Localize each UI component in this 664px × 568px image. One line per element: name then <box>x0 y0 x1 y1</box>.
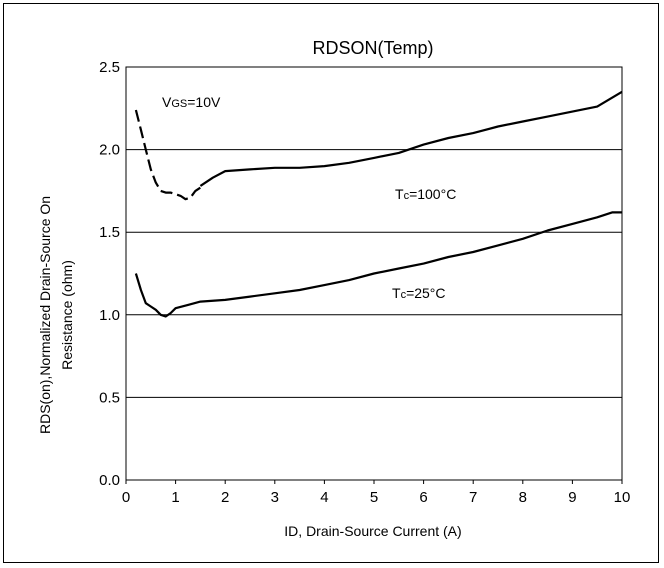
x-tick-label: 2 <box>221 489 229 506</box>
x-tick-label: 8 <box>519 489 527 506</box>
x-tick-label: 0 <box>122 489 130 506</box>
tc25-value: =25°C <box>406 285 445 301</box>
x-axis-title: ID, Drain-Source Current (A) <box>284 523 461 539</box>
vgs-value: =10V <box>187 94 221 110</box>
tc25-prefix: T <box>392 285 401 301</box>
tc100-prefix: T <box>395 186 404 202</box>
series-line-3 <box>134 211 622 318</box>
tc100-sub: c <box>404 190 410 202</box>
x-tick-label: 9 <box>568 489 576 506</box>
series-line-1 <box>134 109 202 201</box>
vgs-sub: GS <box>171 98 187 110</box>
vgs-annotation: VGS=10V <box>162 94 221 110</box>
y-axis-title-line1: RDS(on),Normalized Drain-Source On <box>37 196 53 434</box>
x-tick-label: 5 <box>370 489 378 506</box>
tc25-sub: c <box>401 289 407 301</box>
x-tick-labels: 0 1 2 3 4 5 6 7 8 9 10 <box>122 489 631 506</box>
x-tick-label: 3 <box>271 489 279 506</box>
y-tick-label: 2.0 <box>99 142 120 159</box>
x-tick-label: 4 <box>320 489 328 506</box>
grid <box>125 66 623 484</box>
y-tick-label: 1.0 <box>99 307 120 324</box>
x-tick-label: 1 <box>171 489 179 506</box>
y-tick-label: 2.5 <box>99 59 120 76</box>
x-tick-label: 7 <box>469 489 477 506</box>
y-axis-title-line2: Resistance (ohm) <box>59 260 75 370</box>
series-layer <box>134 90 623 318</box>
y-tick-labels: 0.0 0.5 1.0 1.5 2.0 2.5 <box>99 59 120 489</box>
plot-border <box>125 66 623 481</box>
vgs-prefix: V <box>162 94 172 110</box>
chart-title: RDSON(Temp) <box>312 38 433 58</box>
x-tick-label: 10 <box>614 489 631 506</box>
tc25-annotation: Tc=25°C <box>392 285 446 301</box>
y-tick-label: 0.5 <box>99 389 120 406</box>
x-tick-label: 6 <box>419 489 427 506</box>
tc100-value: =100°C <box>409 186 456 202</box>
tc100-annotation: Tc=100°C <box>395 186 456 202</box>
y-tick-label: 0.0 <box>99 472 120 489</box>
y-tick-label: 1.5 <box>99 224 120 241</box>
series-line-2 <box>199 90 623 187</box>
